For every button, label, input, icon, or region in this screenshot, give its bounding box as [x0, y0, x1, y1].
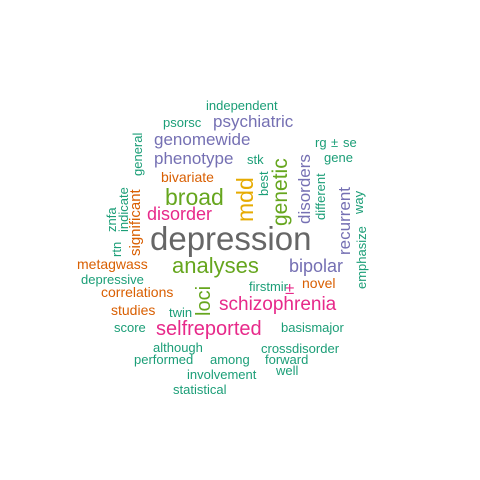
- word-rtn: rtn: [109, 241, 124, 257]
- word-correlations: correlations: [101, 284, 174, 300]
- word-bipolar: bipolar: [289, 256, 344, 276]
- word-basismajor: basismajor: [281, 320, 344, 335]
- word-psychiatric: psychiatric: [213, 112, 294, 131]
- word-selfreported: selfreported: [156, 318, 262, 340]
- word-independent: independent: [206, 98, 278, 113]
- word-performed: performed: [134, 352, 194, 367]
- word-se: se: [343, 135, 357, 150]
- word-phenotype: phenotype: [154, 149, 234, 168]
- word-znfa: znfa: [104, 207, 119, 232]
- word-twin: twin: [169, 305, 193, 320]
- word-emphasize: emphasize: [354, 226, 369, 289]
- word-firstmir: firstmir: [249, 279, 288, 294]
- word-general: general: [130, 132, 145, 176]
- word-forward: forward: [265, 352, 309, 367]
- word-best: best: [256, 171, 271, 196]
- word-although: although: [153, 340, 203, 355]
- word-crossdisorder: crossdisorder: [261, 341, 340, 356]
- word-depressive: depressive: [81, 272, 144, 287]
- word-depression: depression: [150, 220, 312, 257]
- word-stk: stk: [247, 152, 264, 167]
- word-mdd: mdd: [232, 177, 258, 222]
- word-psorsc: psorsc: [163, 115, 202, 130]
- word-disorder: disorder: [147, 204, 213, 224]
- word-rg-pm: ±: [331, 135, 339, 150]
- word-studies: studies: [111, 302, 156, 318]
- word-disorders: disorders: [295, 154, 314, 224]
- word-well: well: [276, 363, 299, 378]
- word-among: among: [210, 352, 250, 367]
- word-statistical: statistical: [173, 382, 227, 397]
- word-genomewide: genomewide: [154, 130, 251, 149]
- word-analyses: analyses: [172, 253, 259, 278]
- word-bivariate: bivariate: [161, 169, 214, 185]
- word-loci: loci: [193, 285, 215, 316]
- word-genetic: genetic: [269, 158, 292, 226]
- word-gene: gene: [324, 150, 353, 165]
- word-metagwass: metagwass: [77, 256, 148, 272]
- word-involvement: involvement: [187, 367, 257, 382]
- word-broad: broad: [165, 184, 224, 210]
- word-novel: novel: [302, 275, 336, 291]
- word-way: way: [351, 190, 366, 214]
- word-score: score: [114, 320, 146, 335]
- word-plusminus: ±: [285, 279, 295, 298]
- word-schizophrenia: schizophrenia: [219, 294, 337, 315]
- word-rg: rg: [315, 135, 327, 150]
- word-different: different: [313, 173, 328, 220]
